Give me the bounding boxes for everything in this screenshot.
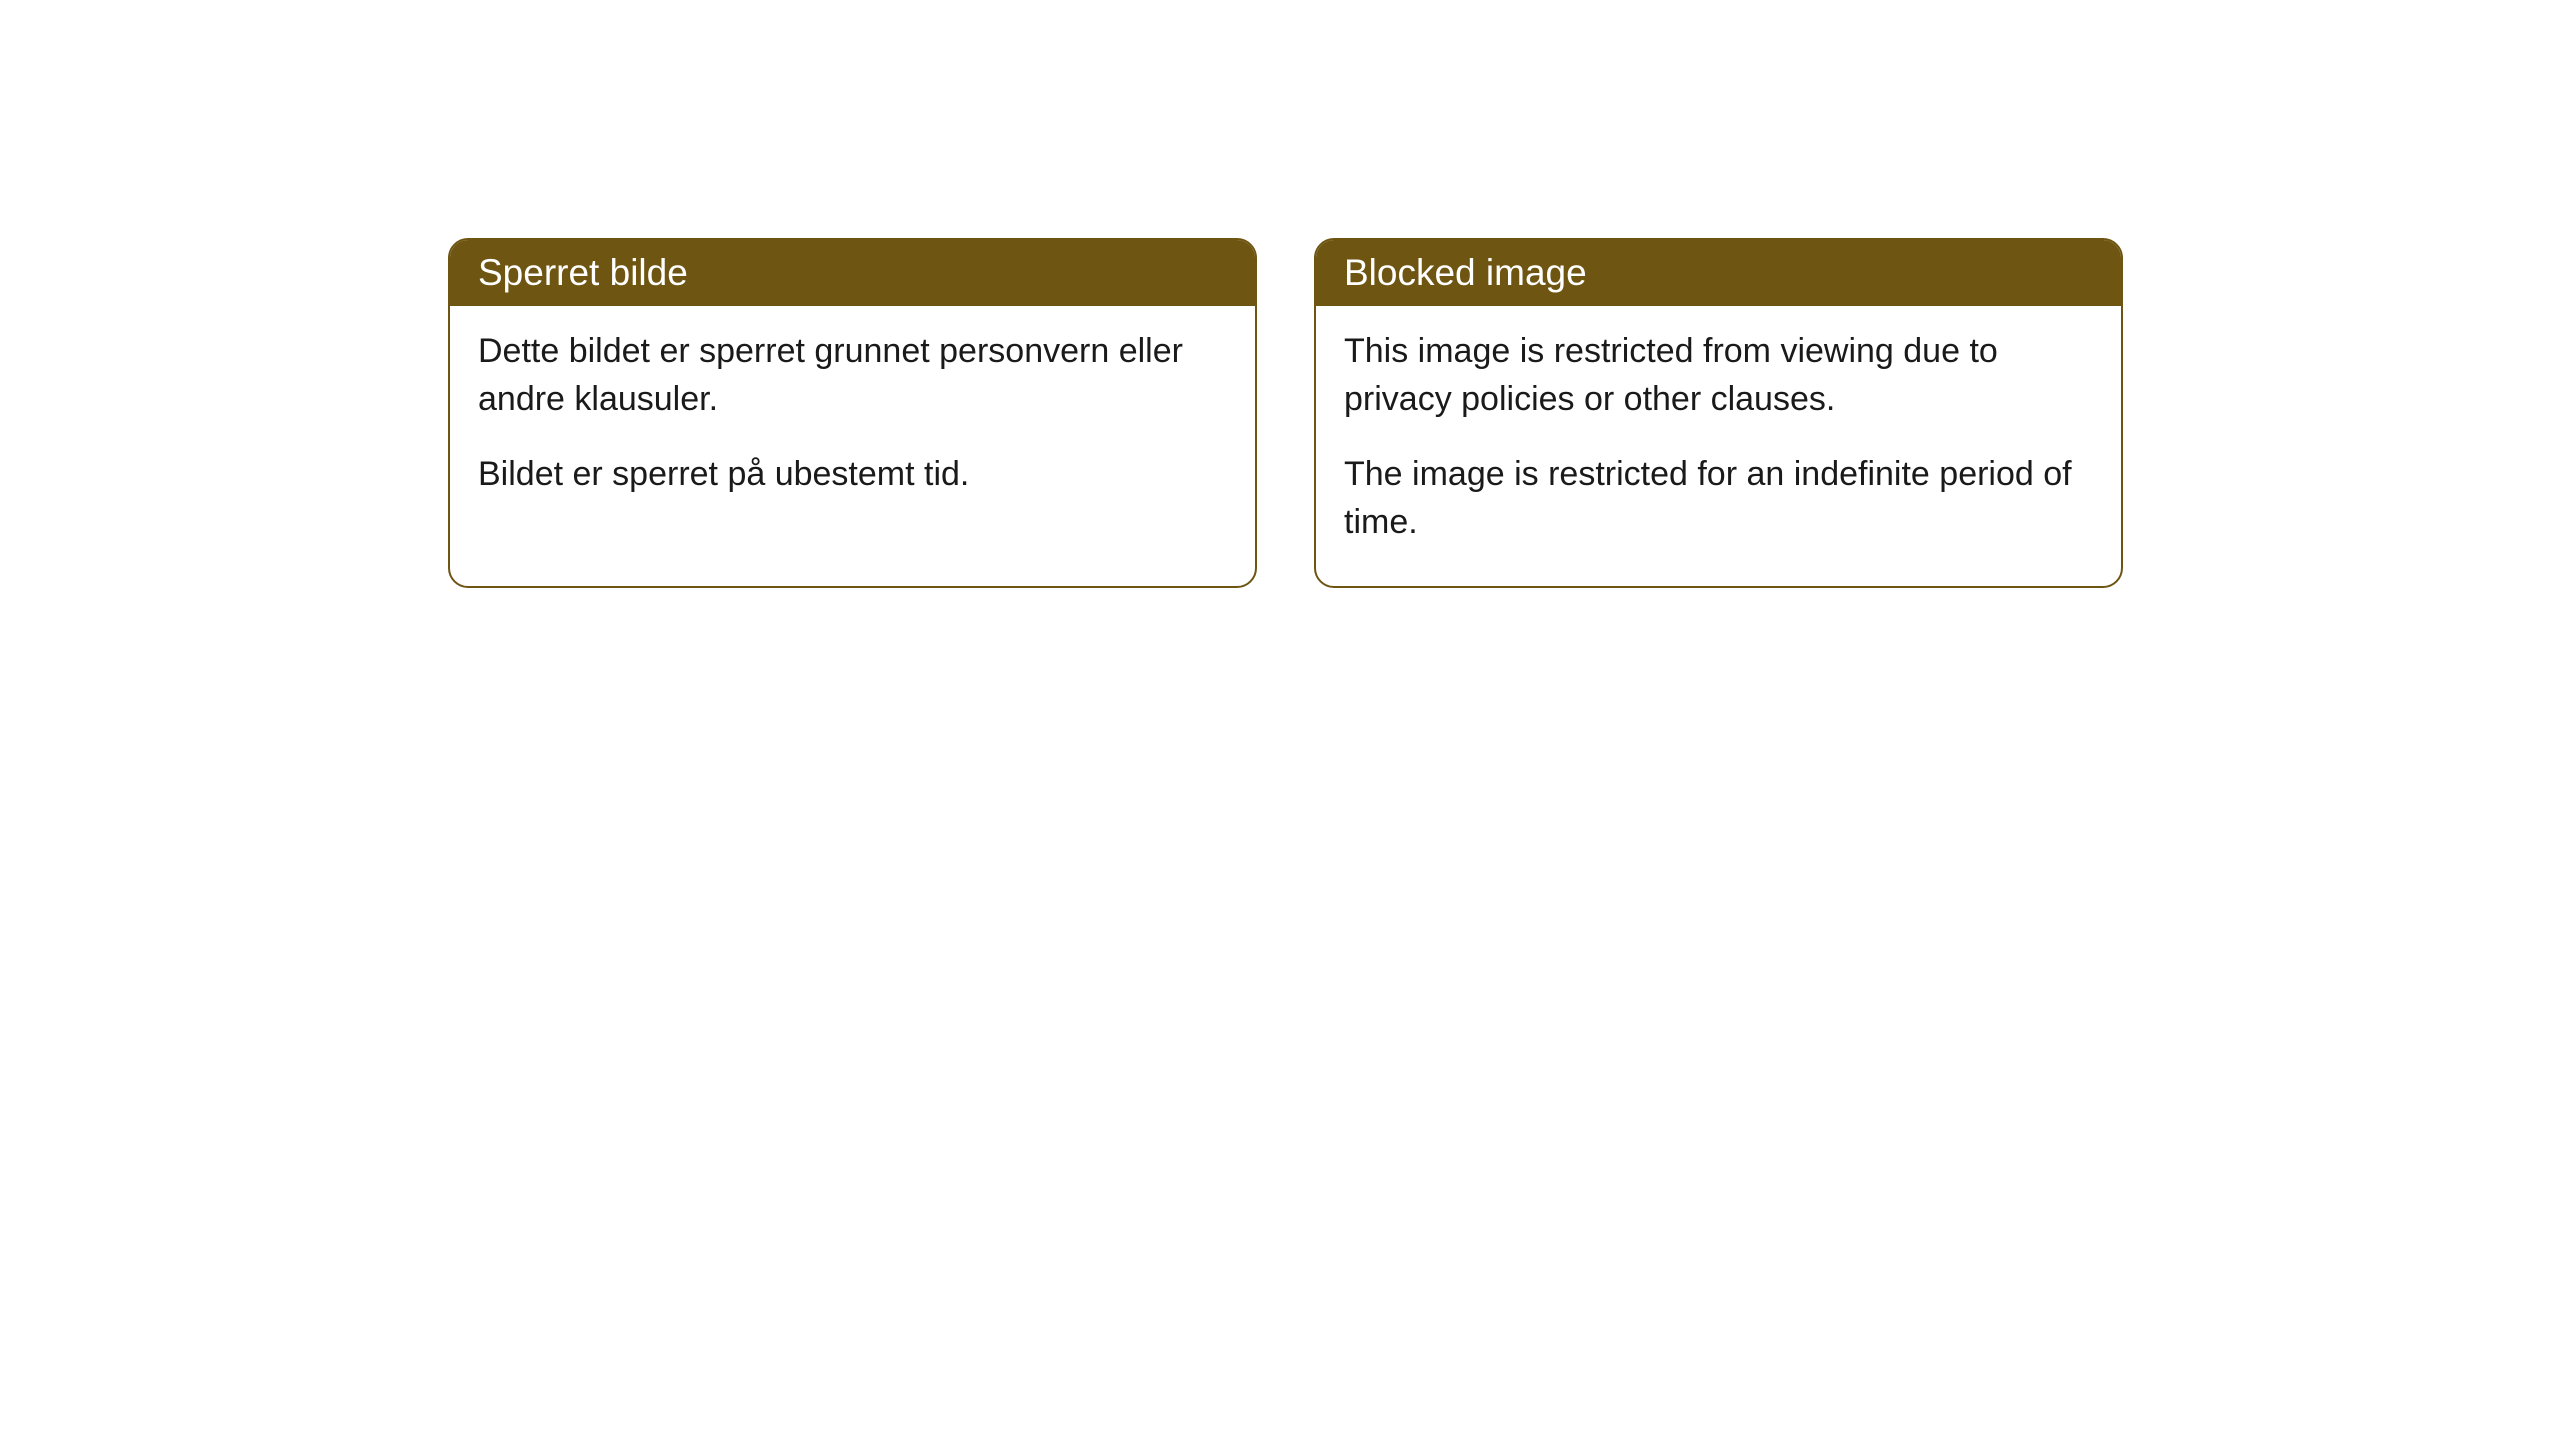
card-header: Blocked image	[1316, 240, 2121, 306]
card-body: Dette bildet er sperret grunnet personve…	[450, 306, 1255, 539]
notice-text: This image is restricted from viewing du…	[1344, 328, 2093, 423]
card-body: This image is restricted from viewing du…	[1316, 306, 2121, 586]
notice-text: The image is restricted for an indefinit…	[1344, 451, 2093, 546]
notice-card-norwegian: Sperret bilde Dette bildet er sperret gr…	[448, 238, 1257, 588]
card-title: Blocked image	[1344, 252, 1587, 293]
notice-cards-container: Sperret bilde Dette bildet er sperret gr…	[448, 238, 2123, 588]
notice-card-english: Blocked image This image is restricted f…	[1314, 238, 2123, 588]
notice-text: Bildet er sperret på ubestemt tid.	[478, 451, 1227, 499]
card-title: Sperret bilde	[478, 252, 688, 293]
card-header: Sperret bilde	[450, 240, 1255, 306]
notice-text: Dette bildet er sperret grunnet personve…	[478, 328, 1227, 423]
